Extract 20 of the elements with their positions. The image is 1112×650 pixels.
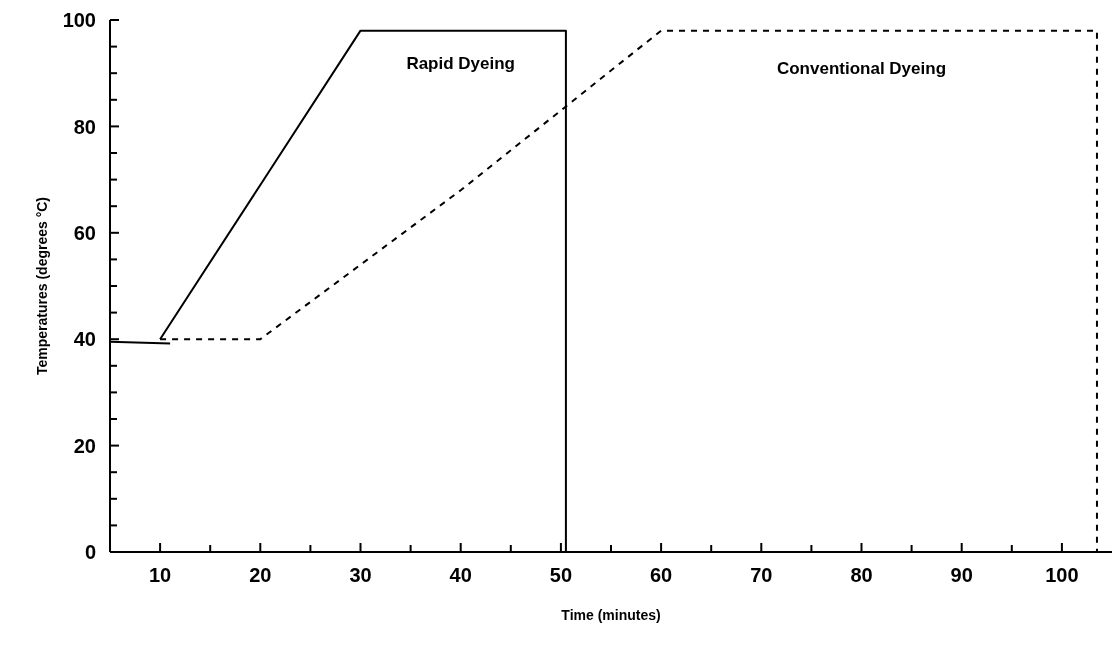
annotation: Conventional Dyeing — [776, 58, 947, 78]
y-tick-label: 80 — [73, 115, 96, 138]
y-tick-label: 100 — [62, 9, 96, 32]
x-tick-label: 100 — [1045, 564, 1079, 586]
x-tick-label: 40 — [449, 564, 472, 586]
x-tick-label: 20 — [249, 564, 272, 586]
x-tick-label: 10 — [148, 564, 172, 586]
y-tick-label: 60 — [73, 221, 96, 244]
y-tick-label: 40 — [73, 328, 96, 351]
x-tick-label: 60 — [649, 564, 673, 586]
x-tick-label: 30 — [349, 564, 372, 586]
x-tick-label: 90 — [950, 564, 973, 586]
x-tick-label: 50 — [549, 564, 573, 586]
x-tick-label: 80 — [850, 564, 873, 586]
x-tick-label: 70 — [750, 564, 773, 586]
x-axis-title: Time (minutes) — [561, 607, 661, 623]
y-axis-title: Temperatures (degrees °C) — [33, 196, 50, 376]
annotation: Rapid Dyeing — [406, 53, 516, 73]
y-tick-label: 20 — [73, 434, 96, 457]
y-tick-label: 0 — [84, 541, 96, 564]
